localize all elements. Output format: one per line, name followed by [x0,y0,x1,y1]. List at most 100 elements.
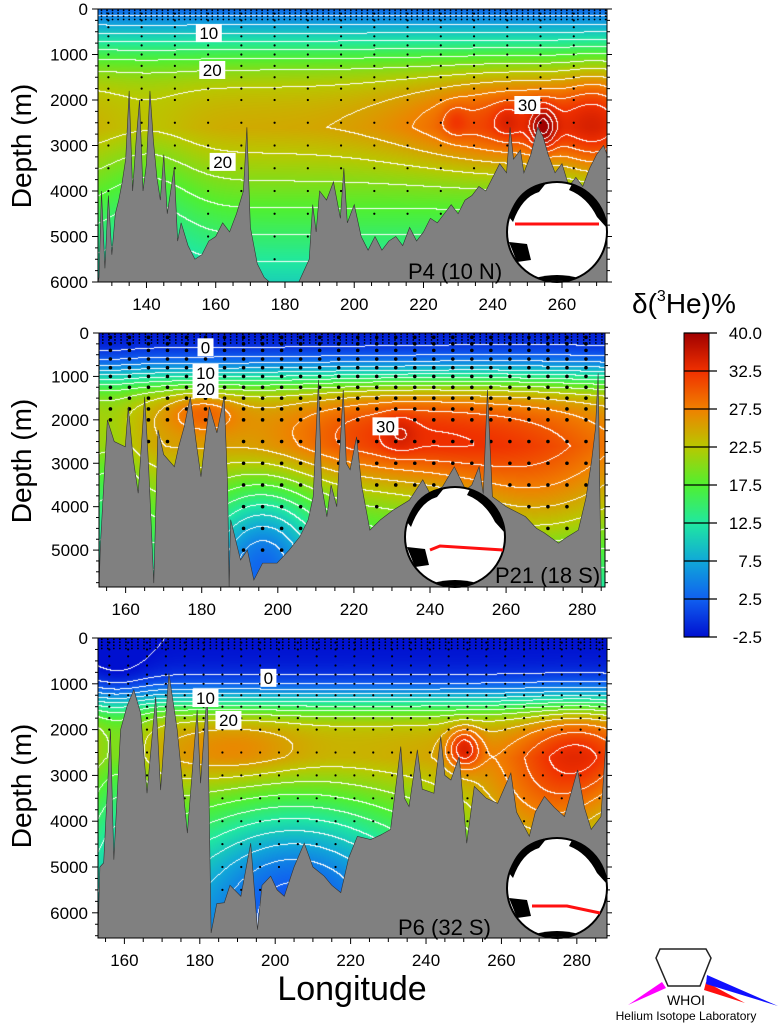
station-sample [541,655,545,658]
station-sample-shallow [426,638,429,641]
station-sample [390,673,394,676]
station-sample-shallow [211,15,214,18]
station-sample-shallow [235,336,238,338]
station-sample [485,705,488,708]
station-sample-shallow [538,15,541,18]
station-sample-shallow [535,638,538,641]
station-sample [353,682,356,685]
station-sample [522,682,526,685]
station-sample-shallow [594,333,597,336]
station-sample-shallow [589,644,592,647]
station-sample-shallow [412,333,415,336]
australia-landmass [509,898,531,918]
station-sample [428,648,431,651]
station-sample [183,705,186,708]
station-sample-shallow [233,12,236,14]
station-sample-shallow [444,15,446,18]
station-sample [504,664,507,667]
logo-magenta-beam [628,982,666,1005]
station-sample-shallow [543,12,546,14]
station-sample-shallow [302,339,305,341]
y-tick-label: 1000 [50,675,88,694]
station-sample [431,439,436,444]
station-sample-shallow [293,641,296,644]
station-sample-shallow [462,638,465,641]
station-sample [107,167,110,170]
station-sample [431,365,436,370]
station-sample [522,751,526,754]
station-sample [539,76,542,79]
station-sample [207,212,210,215]
station-sample-shallow [366,641,369,644]
station-sample [241,357,246,361]
station-sample [353,820,356,823]
station-sample-shallow [327,342,329,344]
station-sample-shallow [444,18,446,21]
station-sample-shallow [194,18,197,21]
station-sample [240,797,243,800]
station-sample-shallow [203,647,206,650]
station-sample [506,26,509,29]
north-america-landmass [569,184,606,227]
station-sample-shallow [444,9,446,12]
station-sample [522,820,526,823]
station-sample [127,385,132,390]
station-sample [273,235,276,238]
station-sample [240,728,243,731]
station-sample-shallow [293,647,296,650]
station-sample-shallow [582,336,585,338]
station-sample-shallow [418,339,421,341]
station-sample [108,374,113,379]
station-sample [334,774,337,777]
station-sample-shallow [366,15,369,18]
colorbar-tick-label: 17.5 [729,476,762,495]
station-sample-shallow [183,12,186,14]
station-sample [579,655,582,658]
y-tick-label: 2000 [50,721,88,740]
station-sample-shallow [582,15,585,18]
station-sample-shallow [570,342,573,344]
station-sample-shallow [144,342,147,344]
station-sample [466,797,469,800]
station-sample-shallow [235,333,238,336]
station-sample [202,664,205,667]
contour-label: 10 [199,24,218,43]
station-sample [221,664,224,667]
station-sample [296,694,299,697]
station-sample-shallow [399,18,402,21]
colorbar-tick-label: 40.0 [729,324,762,343]
station-sample-shallow [333,12,336,14]
station-sample-shallow [450,644,453,647]
station-sample-shallow [588,339,591,341]
station-sample-shallow [203,641,206,644]
station-sample-shallow [515,339,518,341]
station-sample [393,461,398,466]
station-sample-shallow [239,647,242,650]
colorbar-band [684,485,709,523]
station-sample [439,167,442,170]
station-sample-shallow [221,641,224,644]
station-sample-shallow [161,641,163,644]
station-sample [428,717,431,720]
station-sample-shallow [194,9,197,12]
station-sample-shallow [448,336,451,338]
station-sample-shallow [272,339,275,341]
station-sample-shallow [565,12,568,14]
station-sample [485,774,488,777]
station-sample [222,385,227,390]
station-sample [165,365,170,370]
station-sample-shallow [149,638,151,641]
station-sample-shallow [456,644,459,647]
station-sample [372,728,375,731]
station-sample-shallow [505,638,507,641]
station-sample-shallow [601,333,603,336]
station-sample-shallow [324,641,326,644]
station-sample [355,396,360,400]
station-sample [240,35,243,38]
station-sample-shallow [438,12,441,14]
station-sample-shallow [549,9,552,12]
station-sample-shallow [455,18,457,21]
antarctica-landmass [535,931,579,937]
station-sample [339,64,343,67]
station-sample-shallow [357,336,360,338]
